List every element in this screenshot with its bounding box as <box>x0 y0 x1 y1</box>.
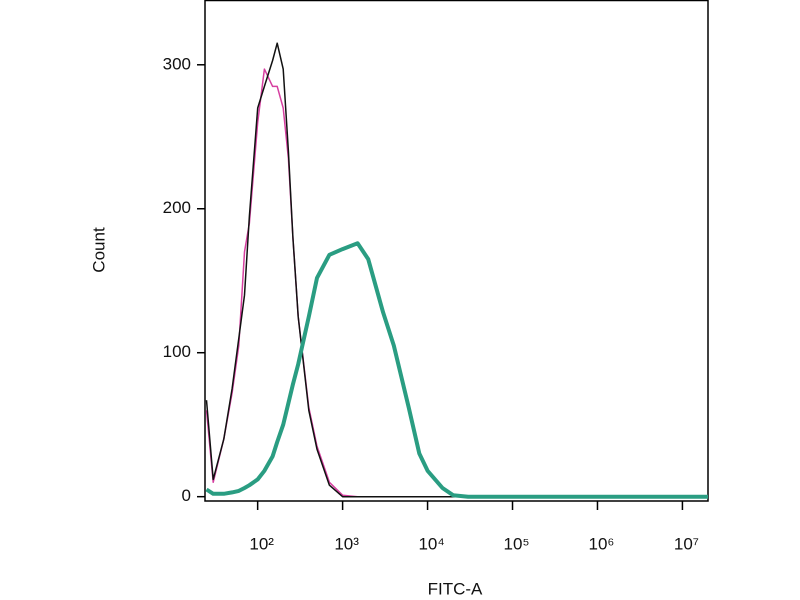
x-tick-label: 10⁵ <box>504 534 530 553</box>
histogram-line <box>205 241 708 499</box>
plot-frame <box>204 0 709 502</box>
x-tick-label: 10⁷ <box>674 534 699 553</box>
y-axis-title: Count <box>89 227 108 273</box>
y-tick-label: 200 <box>163 198 191 217</box>
x-tick-label: 10³ <box>334 534 359 553</box>
y-tick-label: 300 <box>163 54 191 73</box>
y-tick-label: 0 <box>182 486 191 505</box>
x-tick-label: 10⁴ <box>418 534 444 553</box>
x-axis-title: FITC-A <box>428 579 483 598</box>
x-tick-label: 10² <box>249 534 274 553</box>
x-tick-label: 10⁶ <box>589 534 615 553</box>
y-tick-label: 100 <box>163 342 191 361</box>
